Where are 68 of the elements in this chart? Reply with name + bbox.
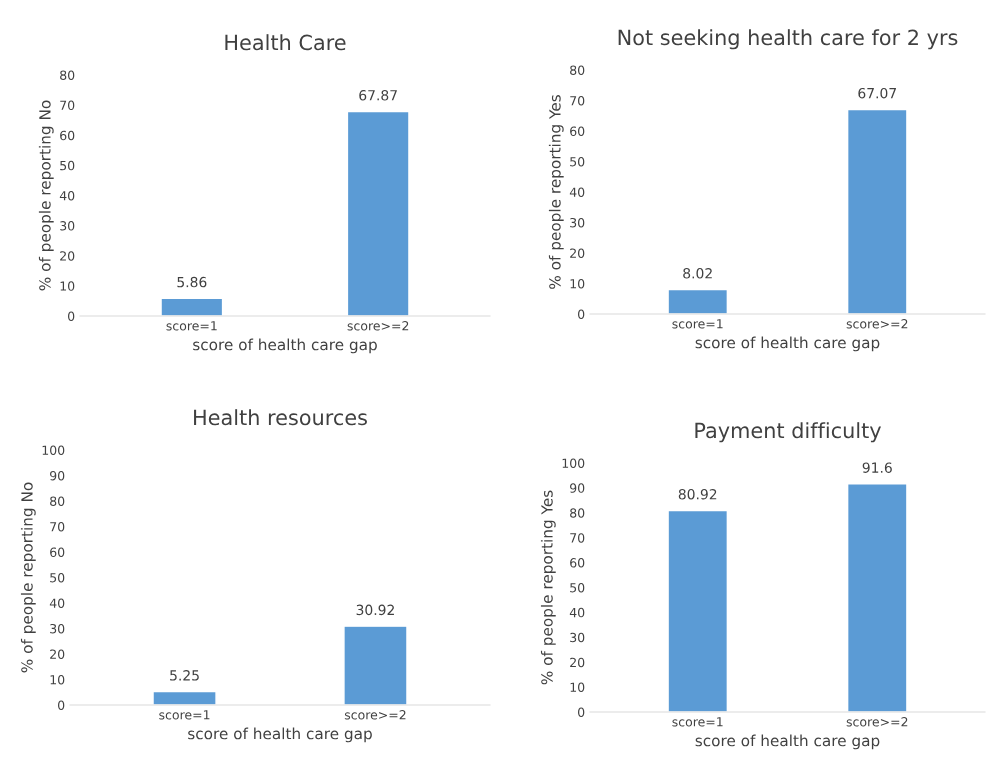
y-tick-label: 60	[570, 126, 585, 136]
y-tick-label: 80	[60, 70, 75, 80]
y-tick-label: 40	[569, 607, 585, 618]
chart-title: Payment difficulty	[695, 422, 881, 443]
data-label: 80.92	[678, 488, 717, 500]
y-axis-title: % of people reporting Yes	[540, 490, 556, 685]
y-tick-label: 30	[570, 632, 585, 643]
x-tick-label: score>=2	[846, 319, 908, 329]
x-axis-title: score of health care gap	[188, 727, 372, 743]
y-tick-label: 60	[50, 547, 65, 557]
x-tick-label: score=1	[672, 717, 723, 727]
y-tick-label: 80	[570, 508, 585, 518]
data-label: 8.02	[683, 268, 712, 279]
y-tick-label: 20	[50, 649, 65, 659]
y-tick-label: 40	[59, 190, 75, 201]
chart-title: Health Care	[225, 34, 346, 51]
y-tick-label: 100	[42, 445, 65, 455]
y-axis-title: % of people reporting No	[20, 482, 36, 673]
x-tick-label: score=1	[672, 319, 723, 329]
x-tick-label: score>=2	[344, 710, 406, 720]
y-axis-title: % of people reporting Yes	[548, 95, 564, 289]
y-tick-label: 10	[60, 281, 75, 291]
x-axis-title: score of health care gap	[695, 336, 880, 352]
data-label: 30.92	[356, 604, 394, 616]
y-tick-label: 30	[60, 221, 75, 231]
y-tick-label: 0	[578, 309, 585, 319]
data-label: 67.07	[858, 87, 896, 99]
y-axis-title: % of people reporting No	[38, 100, 54, 291]
y-tick-label: 70	[570, 533, 585, 543]
y-tick-label: 50	[570, 156, 585, 167]
y-tick-label: 10	[570, 278, 585, 289]
y-tick-label: 90	[570, 483, 585, 493]
y-tick-label: 0	[578, 707, 585, 717]
y-tick-label: 40	[569, 187, 585, 197]
x-tick-label: score>=2	[347, 321, 409, 331]
chart-title: Health resources	[194, 409, 367, 426]
chart-title: Not seeking health care for 2 yrs	[618, 29, 958, 50]
y-tick-label: 50	[50, 572, 65, 583]
y-tick-label: 80	[50, 496, 65, 506]
y-tick-label: 0	[58, 700, 65, 710]
y-tick-label: 20	[570, 248, 585, 258]
y-tick-label: 60	[570, 558, 585, 568]
x-axis-title: score of health care gap	[695, 734, 880, 750]
y-tick-label: 40	[49, 598, 65, 608]
y-tick-label: 10	[50, 674, 65, 685]
data-label: 5.86	[177, 276, 207, 288]
data-label: 91.6	[862, 462, 892, 473]
y-tick-label: 70	[50, 521, 65, 532]
x-tick-label: score=1	[159, 710, 210, 720]
x-tick-label: score>=2	[846, 717, 908, 727]
data-label: 67.87	[359, 90, 397, 101]
y-tick-label: 50	[570, 582, 585, 593]
y-tick-label: 70	[60, 100, 75, 111]
y-tick-label: 90	[50, 470, 65, 481]
y-tick-label: 70	[570, 95, 585, 106]
y-tick-label: 30	[50, 623, 65, 634]
y-tick-label: 20	[570, 657, 585, 668]
y-tick-label: 80	[570, 65, 585, 75]
y-tick-label: 30	[570, 217, 585, 228]
y-tick-label: 20	[60, 251, 75, 261]
y-tick-label: 50	[60, 160, 75, 171]
x-tick-label: score=1	[166, 321, 217, 331]
y-tick-label: 60	[60, 130, 75, 141]
y-tick-label: 10	[570, 682, 585, 693]
y-tick-label: 100	[562, 458, 585, 468]
x-axis-title: score of health care gap	[193, 338, 377, 354]
data-label: 5.25	[170, 670, 199, 681]
y-tick-label: 0	[68, 311, 75, 321]
